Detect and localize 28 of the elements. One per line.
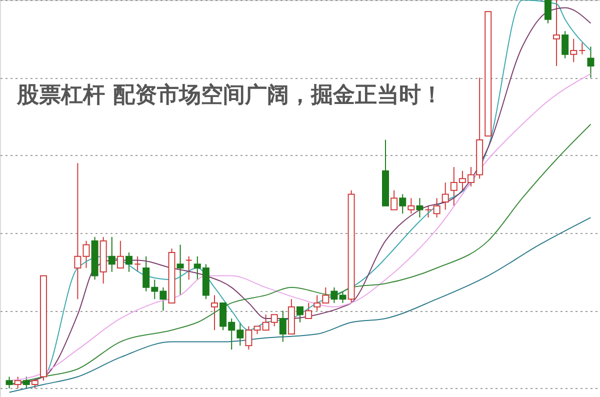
candlestick (6, 376, 13, 389)
candlestick (544, 0, 552, 24)
candlestick (339, 290, 346, 304)
candlestick (578, 42, 586, 55)
candlestick (125, 252, 132, 272)
candlestick (305, 302, 312, 319)
candlestick (433, 198, 440, 218)
candlestick (330, 286, 338, 304)
candlestick (570, 38, 578, 63)
candlestick (296, 306, 304, 323)
candlestick (176, 244, 184, 296)
candlestick (587, 46, 594, 78)
candlestick (14, 376, 22, 389)
candlestick (210, 294, 218, 331)
candlestick (408, 198, 415, 214)
candlestick (390, 190, 398, 210)
candlestick (108, 236, 116, 272)
candlestick (185, 256, 192, 280)
candlestick (424, 205, 432, 218)
candlestick (442, 182, 449, 210)
text: 股票杠杆 配资市场空间广阔，掘金正当时！ (16, 82, 443, 108)
candlestick (22, 376, 30, 389)
candlestick (134, 256, 142, 272)
candlestick (116, 240, 124, 268)
candlestick (562, 30, 569, 59)
candlestick (416, 198, 424, 218)
candlestick (279, 310, 286, 342)
candlestick (399, 194, 406, 214)
